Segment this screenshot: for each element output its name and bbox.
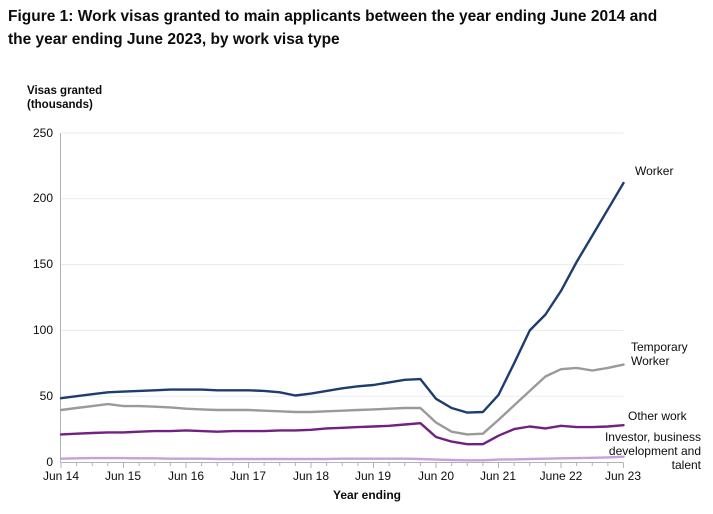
y-tick-label: 100 (32, 323, 53, 337)
x-tick-label: Jun 20 (417, 469, 455, 483)
x-tick-label: Jun 14 (42, 469, 80, 483)
y-tick-label: 200 (32, 191, 53, 205)
x-axis-title: Year ending (332, 488, 402, 502)
y-tick-label: 250 (32, 126, 53, 140)
chart-title: Figure 1: Work visas granted to main app… (8, 8, 658, 49)
y-tick-label: 0 (46, 455, 53, 469)
x-tick-label: Jun 21 (479, 469, 517, 483)
x-tick-label: Jun 19 (354, 469, 392, 483)
x-tick-label: Jun 18 (292, 469, 330, 483)
x-tick-label: Jun 15 (104, 469, 142, 483)
x-tick-label: June 22 (539, 469, 583, 483)
x-tick-label: Jun 17 (229, 469, 267, 483)
y-tick-label: 50 (39, 389, 53, 403)
series-label-investor-business-development-talent: Investor, business development and talen… (604, 430, 701, 472)
y-tick-label: 150 (32, 257, 53, 271)
x-tick-label: Jun 16 (167, 469, 205, 483)
series-label-other-work: Other work (628, 409, 687, 423)
series-label-temporary-worker: Temporary Worker (631, 340, 688, 368)
series-label-worker: Worker (635, 164, 674, 178)
x-tick-label: Jun 23 (604, 469, 642, 483)
y-axis-title: Visas granted (thousands) (27, 85, 103, 112)
